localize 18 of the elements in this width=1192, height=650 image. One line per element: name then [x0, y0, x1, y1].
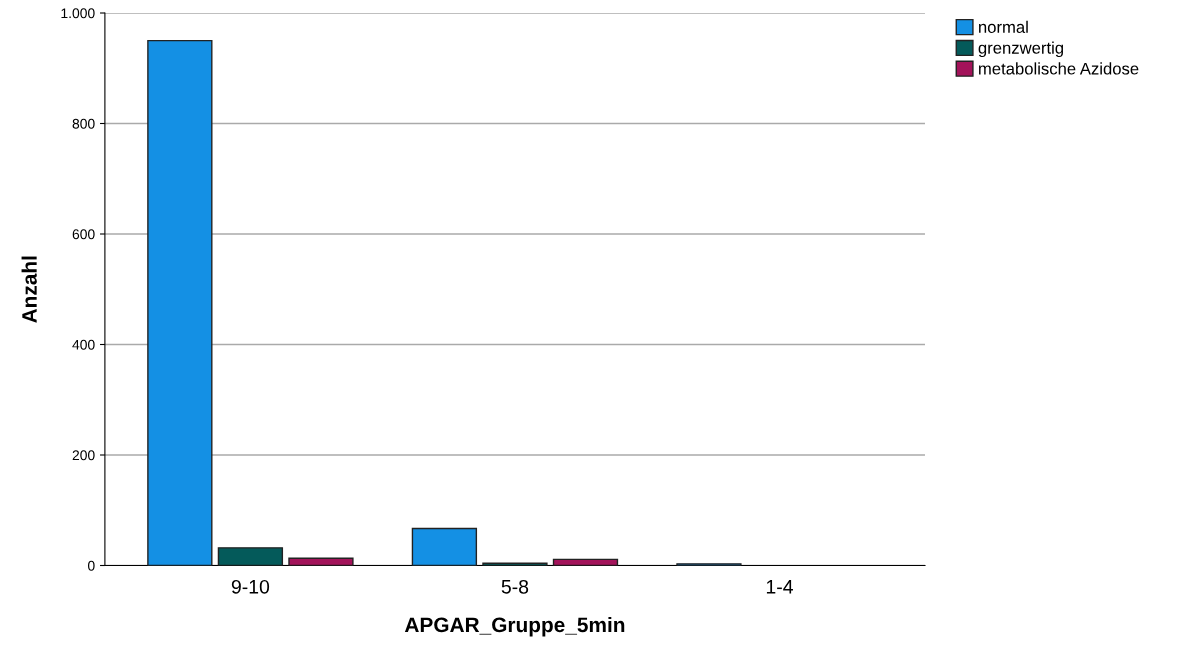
y-tick-label: 400 — [72, 339, 95, 350]
y-tick-label: 200 — [72, 450, 95, 461]
bar — [147, 39, 213, 566]
bar — [288, 557, 354, 566]
x-tick-label: 5-8 — [501, 579, 529, 594]
x-tick-label: 1-4 — [766, 580, 793, 594]
legend-label: grenzwertig — [978, 41, 1063, 58]
y-tick-label: 600 — [72, 229, 95, 240]
bar — [411, 527, 478, 566]
y-tick-label: 800 — [72, 118, 95, 129]
x-axis-title: APGAR_Gruppe_5min — [404, 616, 625, 637]
legend-label: normal — [979, 20, 1028, 33]
y-tick-label: 1.000 — [61, 8, 95, 19]
bar — [217, 547, 284, 566]
y-axis-title: Anzahl — [21, 256, 37, 323]
x-tick-label: 9-10 — [231, 579, 270, 594]
legend-label: metabolische Azidose — [979, 62, 1139, 75]
y-tick-label: 0 — [87, 560, 95, 571]
